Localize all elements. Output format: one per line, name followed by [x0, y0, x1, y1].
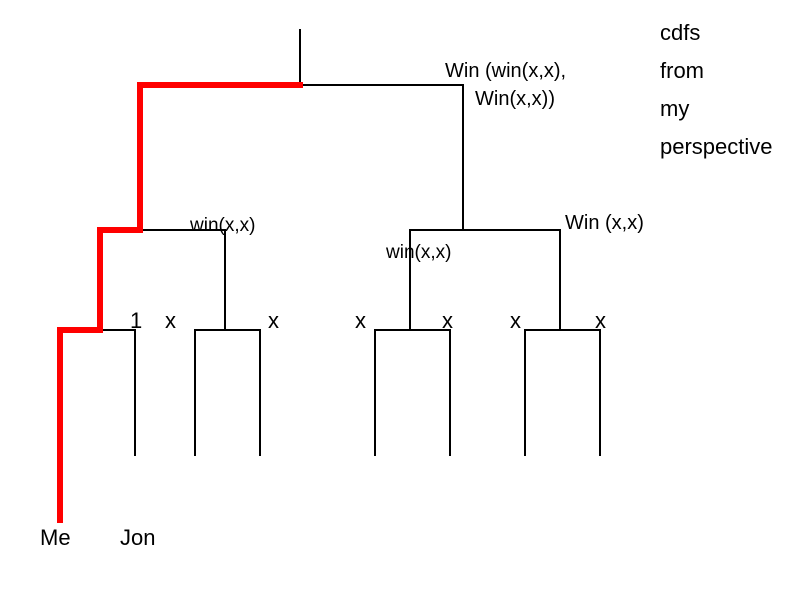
l2-midc-label: win(x,x) [386, 242, 451, 264]
leaf-b2-label: x [268, 308, 279, 334]
title-line-2: from [660, 58, 704, 84]
title-line-3: my [660, 96, 689, 122]
jon-label: Jon [120, 525, 155, 551]
title-line-1: cdfs [660, 20, 700, 46]
title-line-4: perspective [660, 134, 773, 160]
l2-right-label: Win (x,x) [565, 212, 644, 235]
diagram-container: cdfs from my perspective Win (win(x,x), … [0, 0, 800, 600]
leaf-c1-label: x [355, 308, 366, 334]
l2-left-label: win(x,x) [190, 215, 255, 237]
leaf-d2-label: x [595, 308, 606, 334]
tournament-tree [0, 0, 800, 600]
root-label-line1: Win (win(x,x), [445, 60, 566, 83]
leaf-c2-label: x [442, 308, 453, 334]
leaf-a2-label: x [165, 308, 176, 334]
me-label: Me [40, 525, 71, 551]
root-label-line2: Win(x,x)) [475, 88, 555, 111]
leaf-a1-label: 1 [130, 308, 142, 334]
leaf-d1-label: x [510, 308, 521, 334]
